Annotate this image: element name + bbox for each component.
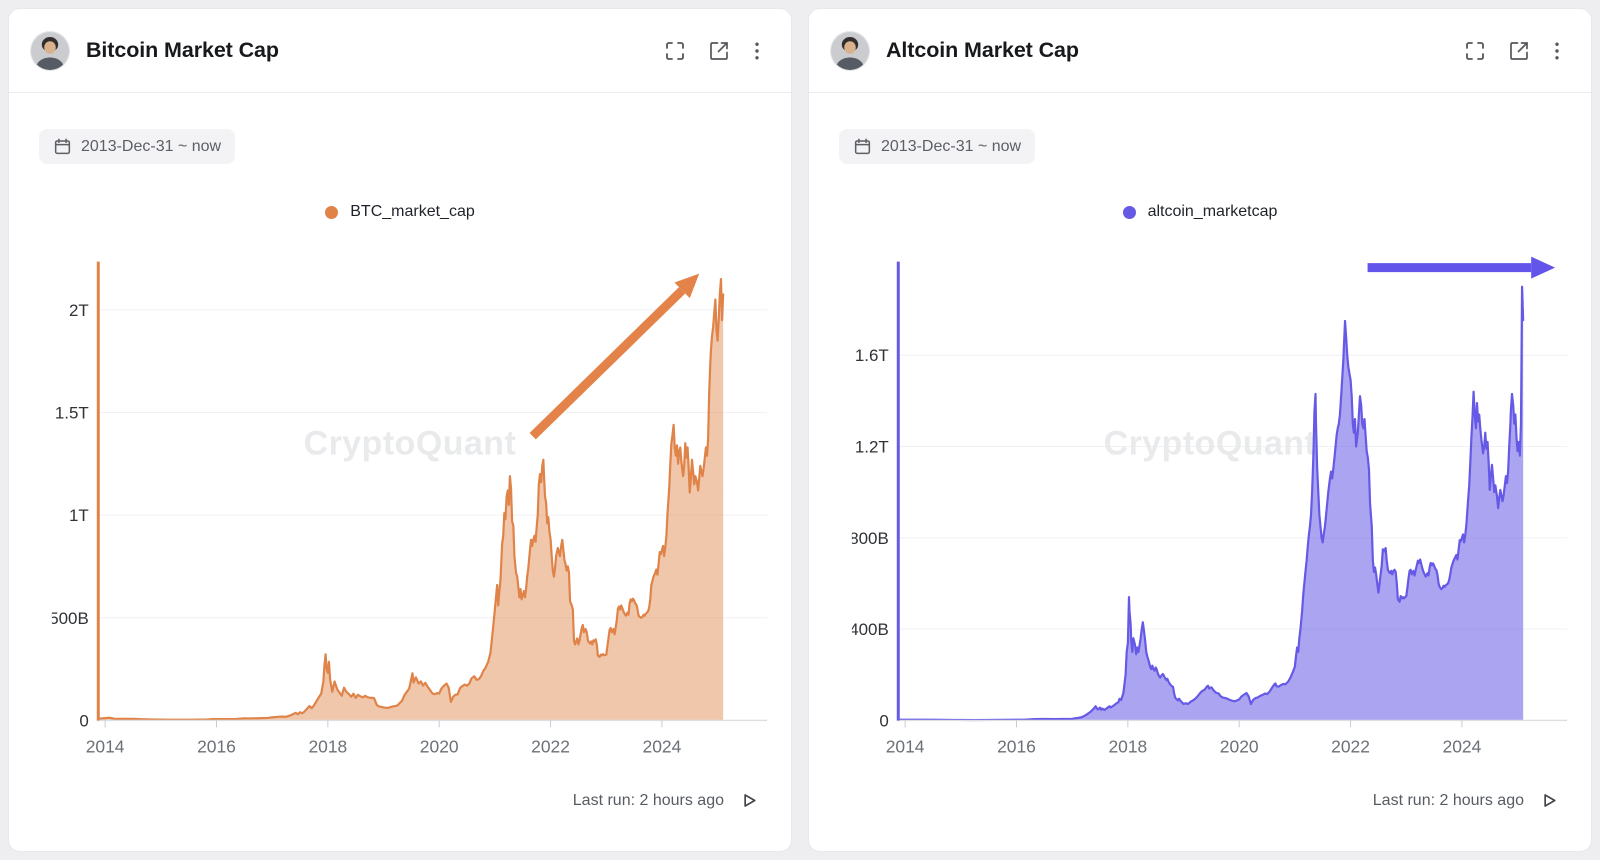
card-title: Bitcoin Market Cap — [86, 38, 279, 62]
svg-text:2018: 2018 — [1108, 736, 1147, 756]
open-external-button[interactable] — [1504, 36, 1534, 66]
last-run: Last run: 2 hours ago — [573, 790, 759, 811]
chart-card-altcoin: Altcoin Market Cap — [808, 8, 1592, 852]
svg-text:2018: 2018 — [308, 736, 347, 756]
chart-svg: CryptoQuant 0 400B 800B 1.2T 1.6T 2014 2016 2018… — [849, 256, 1568, 756]
svg-text:2022: 2022 — [1331, 736, 1370, 756]
date-range-label: 2013-Dec-31 ~ now — [81, 137, 222, 155]
svg-text:2020: 2020 — [420, 736, 459, 756]
svg-text:2024: 2024 — [1443, 736, 1482, 756]
svg-text:2T: 2T — [69, 301, 89, 320]
calendar-icon — [853, 137, 872, 156]
x-axis-labels: 2014 2016 2018 2020 2022 2024 — [86, 720, 682, 756]
card-header: Bitcoin Market Cap — [9, 9, 791, 93]
svg-text:1T: 1T — [69, 506, 89, 525]
svg-text:400B: 400B — [849, 620, 889, 639]
run-query-button[interactable] — [1538, 790, 1559, 811]
more-menu-button[interactable] — [1549, 38, 1565, 64]
date-range-chip[interactable]: 2013-Dec-31 ~ now — [39, 129, 236, 164]
svg-text:1.5T: 1.5T — [55, 403, 89, 422]
card-body: 2013-Dec-31 ~ now BTC_market_cap CryptoQ… — [9, 93, 791, 851]
chart-plot-area[interactable]: CryptoQuant 0 400B 800B 1.2T 1.6T 2014 2016 2018… — [809, 241, 1591, 761]
legend[interactable]: altcoin_marketcap — [809, 203, 1591, 221]
svg-text:2016: 2016 — [197, 736, 236, 756]
svg-text:500B: 500B — [49, 609, 89, 628]
chart-card-bitcoin: Bitcoin Market Cap — [8, 8, 792, 852]
date-range-label: 2013-Dec-31 ~ now — [881, 137, 1022, 155]
last-run: Last run: 2 hours ago — [1373, 790, 1559, 811]
svg-text:0: 0 — [79, 711, 88, 730]
watermark: CryptoQuant — [1104, 424, 1317, 462]
fullscreen-button[interactable] — [661, 37, 689, 65]
svg-text:800B: 800B — [849, 529, 889, 548]
trend-arrow — [529, 273, 700, 440]
header-actions — [1461, 36, 1565, 66]
card-title: Altcoin Market Cap — [886, 38, 1079, 62]
svg-text:2014: 2014 — [886, 736, 925, 756]
avatar[interactable] — [831, 31, 869, 70]
series-line — [899, 285, 1525, 722]
svg-text:2022: 2022 — [531, 736, 570, 756]
run-query-button[interactable] — [738, 790, 759, 811]
area-fill — [899, 286, 1524, 721]
area-fill — [99, 279, 724, 721]
card-body: 2013-Dec-31 ~ now altcoin_marketcap Cryp… — [809, 93, 1591, 851]
legend[interactable]: BTC_market_cap — [9, 203, 791, 221]
legend-dot — [1122, 205, 1136, 219]
gridlines — [96, 309, 768, 619]
y-axis-labels: 0 500B 1T 1.5T 2T — [49, 301, 89, 731]
svg-text:0: 0 — [879, 711, 888, 730]
open-external-button[interactable] — [704, 36, 734, 66]
legend-label: BTC_market_cap — [350, 203, 475, 220]
trend-arrow — [1367, 256, 1556, 279]
chart-plot-area[interactable]: CryptoQuant 0 500B 1T 1.5T 2T 2014 2016 2018 2020… — [9, 241, 791, 761]
watermark: CryptoQuant — [304, 424, 517, 462]
svg-text:2016: 2016 — [997, 736, 1036, 756]
more-menu-button[interactable] — [749, 38, 765, 64]
last-run-label: Last run: 2 hours ago — [572, 791, 724, 809]
card-header: Altcoin Market Cap — [809, 9, 1591, 93]
chart-svg: CryptoQuant 0 500B 1T 1.5T 2T 2014 2016 2018 2020… — [49, 261, 768, 756]
series-line — [99, 277, 725, 721]
svg-text:2014: 2014 — [86, 736, 125, 756]
x-axis-labels: 2014 2016 2018 2020 2022 2024 — [886, 720, 1482, 756]
calendar-icon — [53, 137, 72, 156]
svg-text:1.6T: 1.6T — [855, 346, 889, 365]
legend-label: altcoin_marketcap — [1147, 203, 1278, 220]
y-axis-labels: 0 400B 800B 1.2T 1.6T — [849, 346, 889, 730]
legend-dot — [325, 205, 339, 219]
header-actions — [661, 36, 765, 66]
svg-text:2024: 2024 — [643, 736, 682, 756]
date-range-chip[interactable]: 2013-Dec-31 ~ now — [839, 129, 1036, 164]
svg-text:1.2T: 1.2T — [855, 437, 889, 456]
svg-text:2020: 2020 — [1220, 736, 1259, 756]
fullscreen-button[interactable] — [1461, 37, 1489, 65]
avatar[interactable] — [31, 31, 69, 70]
last-run-label: Last run: 2 hours ago — [1372, 791, 1524, 809]
